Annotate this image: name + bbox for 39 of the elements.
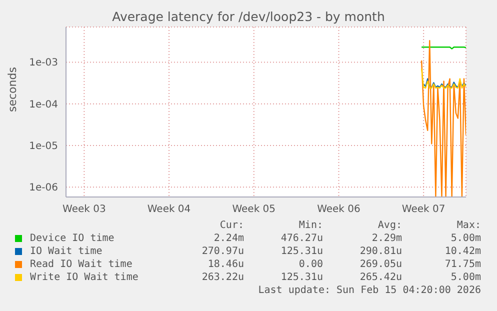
x-tick-label: Week 05 xyxy=(232,204,276,216)
text: 263.22u xyxy=(200,271,245,284)
text: 10.42m xyxy=(444,245,481,258)
text: 71.75m xyxy=(444,258,481,271)
text: 5.00m xyxy=(450,271,481,284)
text: Cur: xyxy=(218,219,245,232)
line-series xyxy=(420,68,466,89)
line-series xyxy=(420,40,466,197)
text: 2.24m xyxy=(212,232,245,245)
text: Avg: xyxy=(376,219,403,232)
legend-label: IO Wait time xyxy=(29,245,104,258)
y-tick-label: 1e-03 xyxy=(29,58,58,69)
text: Max: xyxy=(456,219,481,232)
line-series xyxy=(422,78,466,88)
y-tick-label: 1e-04 xyxy=(29,99,58,110)
legend-label: Write IO Wait time xyxy=(29,271,140,284)
text: 18.46u xyxy=(206,258,245,271)
text: 5.00m xyxy=(450,232,481,245)
y-axis-title: seconds xyxy=(6,66,19,112)
text: 125.31u xyxy=(280,245,324,258)
legend-label: Read IO Wait time xyxy=(29,258,134,271)
text: 2.29m xyxy=(370,232,403,245)
legend-label: Device IO time xyxy=(29,232,116,245)
text: 269.05u xyxy=(358,258,403,271)
y-tick-label: 1e-05 xyxy=(29,141,58,152)
text: 270.97u xyxy=(200,245,245,258)
text: 125.31u xyxy=(280,271,324,284)
text: Min: xyxy=(298,219,324,232)
x-tick-label: Week 04 xyxy=(147,204,191,216)
text: 290.81u xyxy=(358,245,403,258)
text: 265.42u xyxy=(358,271,403,284)
x-tick-label: Week 07 xyxy=(402,204,446,216)
chart-title: Average latency for /dev/loop23 - by month xyxy=(111,9,386,24)
text: 476.27u xyxy=(280,232,324,245)
text: 0.00 xyxy=(298,258,324,271)
x-tick-label: Week 06 xyxy=(317,204,360,216)
text: Last update: Sun Feb 15 04:20:00 2026 xyxy=(257,285,481,296)
x-tick-label: Week 03 xyxy=(62,204,106,216)
y-tick-label: 1e-06 xyxy=(29,182,58,194)
